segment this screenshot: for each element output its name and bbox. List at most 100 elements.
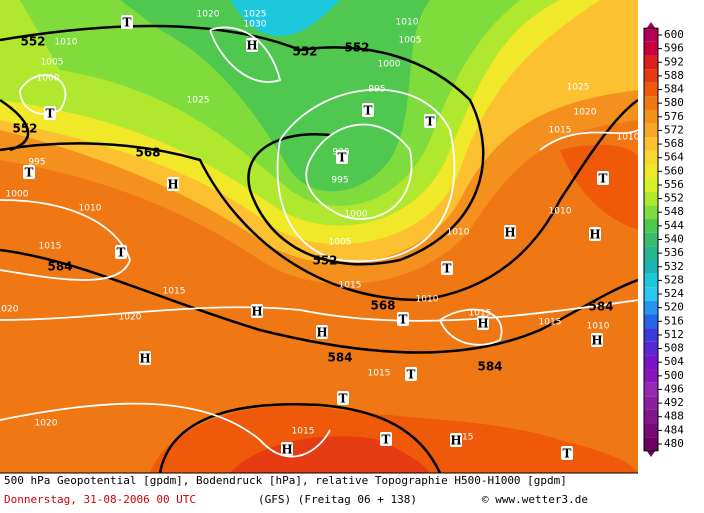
pressure-center: H: [246, 39, 257, 53]
pressure-center-box: [597, 171, 609, 185]
isobar-label: 1030: [244, 20, 267, 30]
geopotential-label: 584: [327, 351, 352, 365]
isobar-label: 1025: [187, 96, 210, 106]
colorbar-swatch: [644, 328, 658, 342]
colorbar-label: 572: [664, 123, 684, 136]
pressure-center-box: [316, 325, 328, 339]
isobar-label: 1015: [549, 126, 572, 136]
pressure-center: H: [450, 434, 461, 448]
isobar-label: 1020: [119, 313, 142, 323]
colorbar-swatch: [644, 69, 658, 83]
colorbar-label: 484: [664, 423, 684, 436]
isobar-label: 1025: [567, 83, 590, 93]
isobar-label: 1005: [329, 238, 352, 248]
isobar-label: 1015: [292, 427, 315, 437]
colorbar-swatch: [644, 437, 658, 451]
isobar-label: 1000: [37, 74, 60, 84]
colorbar-swatch: [644, 396, 658, 410]
colorbar-label: 508: [664, 342, 684, 355]
colorbar-label: 592: [664, 55, 684, 68]
pressure-center-box: [424, 114, 436, 128]
isobar-label: 995: [331, 176, 348, 186]
colorbar-swatch: [644, 369, 658, 383]
pressure-center: T: [25, 166, 34, 180]
geopotential-label: 584: [588, 300, 613, 314]
colorbar-swatch: [644, 219, 658, 233]
colorbar-swatch: [644, 382, 658, 397]
geopotential-label: 552: [20, 35, 45, 49]
colorbar-swatch: [644, 246, 658, 260]
pressure-center: T: [407, 368, 416, 382]
colorbar-label: 496: [664, 382, 684, 395]
isobar-label: 1025: [244, 10, 267, 20]
pressure-center: T: [599, 172, 608, 186]
pressure-center-box: [441, 261, 453, 275]
pressure-center-box: [450, 433, 462, 447]
pressure-center-box: [337, 391, 349, 405]
colorbar-swatch: [644, 205, 658, 220]
footer-date: Donnerstag, 31-08-2006 00 UTC: [4, 493, 196, 506]
colorbar-swatch: [644, 273, 658, 288]
colorbar-label: 584: [664, 83, 684, 96]
footer-panel: [0, 473, 704, 513]
isobar-label: 1015: [368, 369, 391, 379]
geopotential-label: 584: [477, 360, 502, 374]
pressure-center: H: [167, 178, 178, 192]
isobar-label: 1005: [399, 36, 422, 46]
pressure-center: H: [251, 305, 262, 319]
geopotential-label: 584: [47, 260, 72, 274]
pressure-center-box: [477, 316, 489, 330]
pressure-center-box: [589, 227, 601, 241]
isobar-label: 1020: [35, 419, 58, 429]
pressure-center: T: [123, 16, 132, 30]
isobar-label: 1010: [396, 18, 419, 28]
colorbar-label: 552: [664, 192, 684, 205]
pressure-center: H: [316, 326, 327, 340]
colorbar-swatch: [644, 423, 658, 438]
pressure-center: H: [281, 443, 292, 457]
pressure-center-box: [121, 15, 133, 29]
footer-source: © www.wetter3.de: [482, 493, 588, 506]
colorbar-swatch: [644, 109, 658, 124]
pressure-center-box: [246, 38, 258, 52]
isobar-label: 995: [368, 85, 385, 95]
pressure-center: T: [46, 107, 55, 121]
colorbar-label: 588: [664, 69, 684, 82]
colorbar-swatch: [644, 341, 658, 356]
colorbar-label: 480: [664, 437, 684, 450]
pressure-center-box: [561, 446, 573, 460]
colorbar-swatch: [644, 55, 658, 70]
colorbar-label: 504: [664, 355, 684, 368]
geopotential-label: 552: [344, 41, 369, 55]
pressure-center: T: [382, 433, 391, 447]
pressure-center-box: [405, 367, 417, 381]
isobar-label: 1015: [469, 309, 492, 319]
isobar-label: 1005: [41, 58, 64, 68]
colorbar-swatch: [644, 82, 658, 97]
colorbar-label: 524: [664, 287, 684, 300]
isobar-label: 1010: [79, 204, 102, 214]
pressure-center-box: [281, 442, 293, 456]
isobar-label: 1000: [6, 190, 29, 200]
isobar-label: 995: [28, 158, 45, 168]
geopotential-label: 568: [135, 146, 160, 160]
colorbar-swatch: [644, 409, 658, 424]
colorbar-swatch: [644, 178, 658, 192]
pressure-center-box: [139, 351, 151, 365]
pressure-center: H: [591, 334, 602, 348]
pressure-center: T: [399, 313, 408, 327]
colorbar-label: 528: [664, 273, 684, 286]
isobar-label: 1015: [39, 242, 62, 252]
colorbar-label: 548: [664, 205, 684, 218]
colorbar-label: 568: [664, 137, 684, 150]
colorbar-label: 580: [664, 96, 684, 109]
colorbar-label: 500: [664, 369, 684, 382]
pressure-center: T: [364, 104, 373, 118]
pressure-center: T: [117, 246, 126, 260]
colorbar-label: 492: [664, 396, 684, 409]
pressure-center: H: [139, 352, 150, 366]
isobar-label: 1010: [587, 322, 610, 332]
geopotential-label: 568: [370, 299, 395, 313]
colorbar-label: 600: [664, 28, 684, 41]
